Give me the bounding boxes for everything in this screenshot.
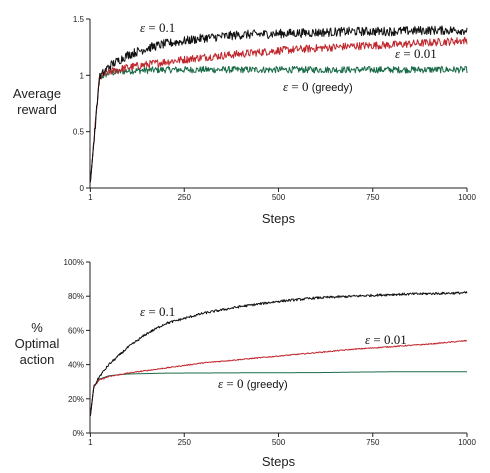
reward-ylabel: Average reward	[2, 86, 72, 118]
annotation-part: ε	[218, 376, 224, 391]
reward-ylabel-line: reward	[17, 102, 57, 117]
y-tick-label: 1	[80, 71, 85, 80]
optimal-ylabel-line: action	[19, 352, 55, 367]
series-line	[89, 65, 468, 183]
x-tick-label: 250	[178, 438, 192, 447]
x-tick-label: 250	[178, 193, 192, 202]
y-tick-label: 60%	[68, 326, 84, 335]
annotation-part: ε	[365, 332, 371, 347]
annotation-part: = 0.1	[145, 304, 175, 319]
y-tick-label: 40%	[68, 361, 84, 370]
optimal-ylabel-line: Optimal	[14, 336, 60, 351]
series-annotation: ε = 0.01	[395, 46, 437, 61]
series-line	[89, 36, 468, 183]
x-tick-label: 1000	[458, 193, 476, 202]
annotation-part: ε	[140, 20, 146, 35]
optimal-ylabel: % Optimal action	[2, 320, 72, 368]
series-annotation: ε = 0.1	[140, 20, 175, 35]
y-tick-label: 20%	[68, 395, 84, 404]
annotation-part: ε	[140, 304, 146, 319]
annotation-part: = 0	[288, 79, 312, 94]
annotation-part: ε	[283, 79, 289, 94]
series-line	[89, 25, 468, 183]
x-tick-label: 1000	[458, 438, 476, 447]
x-tick-label: 750	[366, 438, 380, 447]
x-tick-label: 1	[88, 438, 93, 447]
x-tick-label: 500	[272, 438, 286, 447]
annotation-part: = 0.01	[370, 332, 407, 347]
series-annotation: ε = 0.1	[140, 304, 175, 319]
annotation-part: = 0	[223, 376, 247, 391]
reward-ylabel-line: Average	[12, 86, 62, 101]
annotation-part: = 0.1	[145, 20, 175, 35]
x-tick-label: 750	[366, 193, 380, 202]
y-tick-label: 100%	[64, 258, 84, 267]
y-tick-label: 0%	[72, 429, 84, 438]
series-line	[89, 371, 467, 416]
series-annotation: ε = 0 (greedy)	[218, 376, 288, 391]
x-tick-label: 1	[88, 193, 93, 202]
annotation-part: ε	[395, 46, 401, 61]
series-line	[89, 291, 468, 416]
x-tick-label: 500	[272, 193, 286, 202]
series-annotation: ε = 0 (greedy)	[283, 79, 353, 94]
series-line	[89, 339, 467, 416]
annotation-part: (greedy)	[312, 82, 353, 94]
y-tick-label: 80%	[68, 292, 84, 301]
y-tick-label: 1.5	[73, 15, 85, 24]
x-axis-title: Steps	[262, 211, 296, 226]
optimal-ylabel-line: %	[31, 320, 43, 335]
y-tick-label: 0	[80, 184, 85, 193]
y-tick-label: 0.5	[73, 128, 85, 137]
annotation-part: (greedy)	[247, 379, 288, 391]
annotation-part: = 0.01	[400, 46, 437, 61]
x-axis-title: Steps	[262, 454, 296, 469]
series-annotation: ε = 0.01	[365, 332, 407, 347]
